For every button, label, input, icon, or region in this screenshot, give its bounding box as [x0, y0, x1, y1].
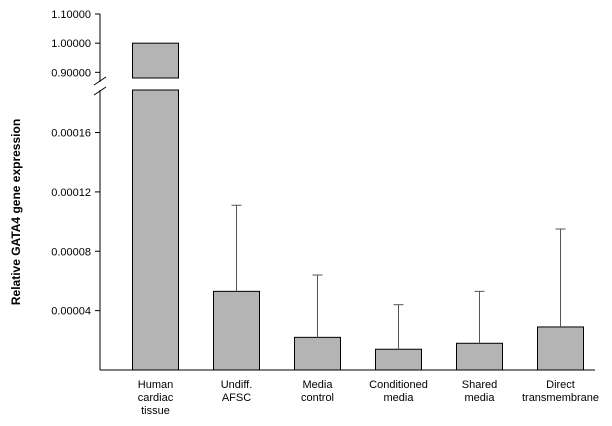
category-label-line: media [465, 392, 496, 404]
y-tick-label: 1.10000 [51, 9, 91, 21]
category-label: Media control [301, 379, 334, 404]
y-tick-label: 0.00008 [51, 246, 91, 258]
bar [456, 342, 503, 371]
y-tick-label: 0.00004 [51, 306, 91, 318]
bar [132, 89, 179, 371]
category-label-line: Media [303, 379, 334, 391]
category-label: Direct transmembrane [522, 379, 599, 404]
category-label-line: media [384, 392, 415, 404]
bar-upper-part [132, 42, 179, 79]
bar [294, 336, 341, 371]
category-label: Conditioned media [369, 379, 428, 404]
bar [375, 348, 422, 371]
y-axis-title: Relative GATA4 gene expression [9, 119, 23, 305]
category-label-line: Human [138, 379, 173, 391]
category-label-line: Shared [462, 379, 497, 391]
y-tick-label: 0.90000 [51, 67, 91, 79]
category-label-line: transmembrane [522, 392, 599, 404]
category-label: Shared media [462, 379, 497, 404]
y-tick-label: 0.00012 [51, 187, 91, 199]
axis-break-mark [93, 76, 107, 86]
category-label-line: Undiff. [221, 379, 253, 391]
bar [537, 326, 584, 371]
category-labels: Human cardiac tissue Undiff. AFSC Media contro… [138, 379, 599, 417]
y-tick-label: 1.00000 [51, 38, 91, 50]
category-label-line: AFSC [222, 392, 251, 404]
category-label-line: tissue [141, 405, 170, 417]
category-label: Human cardiac tissue [138, 379, 174, 417]
axes: 0.90000 1.00000 1.10000 0.00004 0.00008 0.000… [51, 9, 595, 371]
category-label-line: Conditioned [369, 379, 428, 391]
y-tick-label: 0.00016 [51, 128, 91, 140]
bar [213, 290, 260, 371]
category-label-line: cardiac [138, 392, 174, 404]
category-label-line: control [301, 392, 334, 404]
axis-break-mark [93, 86, 107, 96]
bars [132, 42, 584, 371]
category-label-line: Direct [546, 379, 575, 391]
category-label: Undiff. AFSC [221, 379, 253, 404]
